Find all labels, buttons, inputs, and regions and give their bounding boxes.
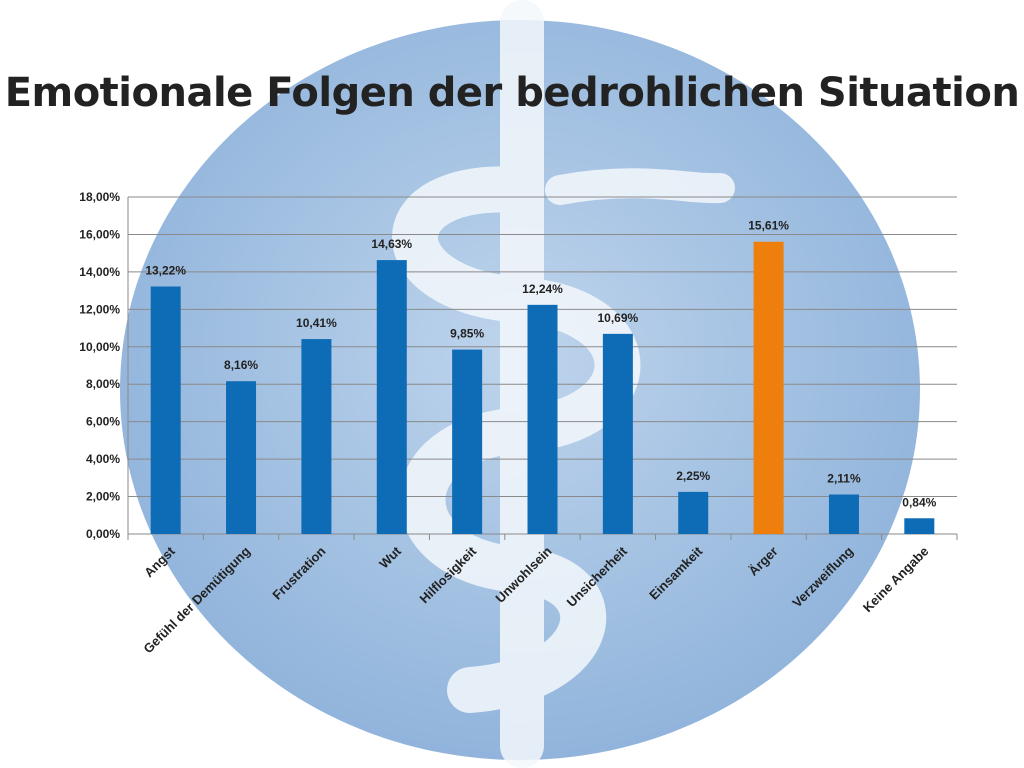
data-label: 2,11% <box>827 471 861 485</box>
y-tick-label: 18,00% <box>79 190 120 204</box>
bar <box>150 286 181 534</box>
data-label: 10,41% <box>296 316 337 330</box>
x-tick-label: Hilflosigkeit <box>417 543 480 606</box>
data-label: 15,61% <box>748 219 789 233</box>
x-tick-label: Frustration <box>269 543 328 602</box>
bar <box>602 333 633 534</box>
x-tick-label: Ärger <box>746 544 781 579</box>
x-tick-label: Einsamkeit <box>646 543 706 603</box>
data-label: 12,24% <box>522 282 563 296</box>
x-tick-label: Wut <box>376 543 404 571</box>
data-label: 10,69% <box>598 311 639 325</box>
data-label: 9,85% <box>450 327 484 341</box>
bar <box>753 241 784 535</box>
x-tick-label: Verzweiflung <box>789 543 856 610</box>
y-tick-label: 0,00% <box>86 527 120 541</box>
bar <box>301 339 332 534</box>
bar <box>527 304 558 534</box>
x-tick-label: Unwohlsein <box>492 543 554 605</box>
y-tick-label: 12,00% <box>79 302 120 316</box>
y-tick-label: 2,00% <box>86 490 120 504</box>
bar <box>452 349 483 534</box>
bar <box>828 494 859 534</box>
data-label: 13,22% <box>145 263 186 277</box>
y-tick-label: 16,00% <box>79 227 120 241</box>
data-label: 2,25% <box>676 469 710 483</box>
x-tick-label: Angst <box>141 543 178 580</box>
bar <box>678 491 709 534</box>
data-label: 8,16% <box>224 358 258 372</box>
bar <box>376 260 407 534</box>
data-label: 14,63% <box>371 237 412 251</box>
y-tick-label: 4,00% <box>86 452 120 466</box>
data-label: 0,84% <box>902 495 936 509</box>
x-tick-label: Unsicherheit <box>564 543 631 610</box>
y-tick-label: 10,00% <box>79 340 120 354</box>
bar <box>904 518 935 534</box>
chart-title: Emotionale Folgen der bedrohlichen Situa… <box>4 70 1020 116</box>
y-tick-label: 8,00% <box>86 377 120 391</box>
y-tick-label: 6,00% <box>86 415 120 429</box>
y-tick-label: 14,00% <box>79 265 120 279</box>
x-tick-label: Keine Angabe <box>860 544 932 616</box>
bar <box>226 381 257 534</box>
